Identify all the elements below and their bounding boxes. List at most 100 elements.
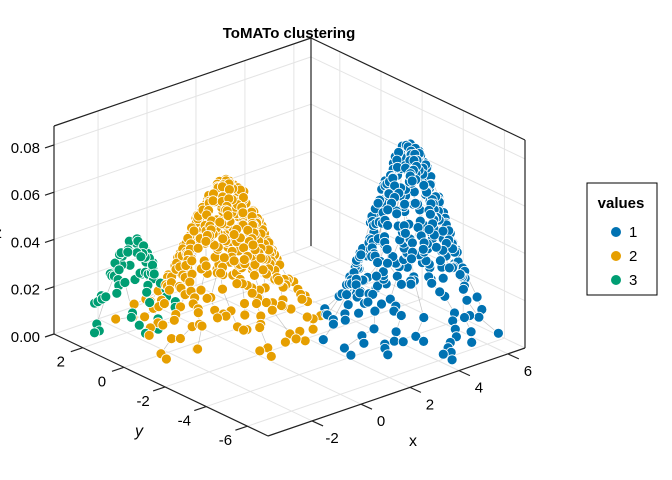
data-point-cluster-2 <box>255 252 267 264</box>
data-point-cluster-1 <box>399 198 411 210</box>
data-point-cluster-1 <box>339 314 351 326</box>
data-point-cluster-1 <box>454 269 466 280</box>
data-point-cluster-2 <box>299 335 311 347</box>
data-point-cluster-1 <box>397 336 409 348</box>
data-point-cluster-2 <box>160 353 172 365</box>
data-point-cluster-1 <box>461 294 473 306</box>
legend-title: values <box>598 195 645 212</box>
data-point-cluster-1 <box>418 335 430 347</box>
data-point-cluster-2 <box>207 195 219 207</box>
data-point-cluster-3 <box>119 277 131 288</box>
z-tick-label: 0.06 <box>11 187 40 204</box>
data-point-cluster-3 <box>144 297 156 308</box>
data-point-cluster-1 <box>395 310 407 321</box>
data-point-cluster-2 <box>201 292 213 304</box>
data-point-cluster-1 <box>446 354 458 366</box>
data-point-cluster-2 <box>279 336 291 348</box>
y-tick-label: 0 <box>98 373 106 390</box>
data-point-cluster-3 <box>141 286 153 298</box>
data-point-cluster-2 <box>143 329 155 341</box>
data-point-cluster-2 <box>254 345 266 357</box>
legend-box <box>586 182 658 296</box>
data-point-cluster-2 <box>215 267 227 279</box>
y-tick <box>235 425 248 431</box>
x-tick-label: 2 <box>426 396 434 413</box>
data-point-cluster-1 <box>368 323 380 335</box>
y-tick <box>70 347 83 353</box>
data-point-cluster-2 <box>231 278 243 290</box>
axis-edge <box>267 347 526 437</box>
data-point-cluster-1 <box>376 298 387 310</box>
data-point-cluster-1 <box>406 237 418 249</box>
data-point-cluster-1 <box>388 335 400 347</box>
data-point-cluster-1 <box>430 241 442 253</box>
grid-line-y-floor <box>82 259 340 349</box>
data-point-cluster-1 <box>353 307 365 319</box>
data-point-cluster-2 <box>192 343 204 355</box>
data-point-cluster-1 <box>382 349 394 361</box>
x-tick <box>507 353 520 360</box>
data-point-cluster-3 <box>111 287 123 299</box>
x-tick-label: 4 <box>475 380 483 397</box>
data-point-cluster-2 <box>212 312 223 324</box>
data-point-cluster-2 <box>247 239 259 251</box>
y-tick-label: -2 <box>136 393 149 410</box>
data-point-cluster-2 <box>290 333 302 345</box>
grid-line-z-right <box>310 56 526 160</box>
legend-entry-1: 1 <box>611 224 637 241</box>
data-point-cluster-1 <box>382 219 394 231</box>
data-point-cluster-2 <box>273 274 285 286</box>
legend-label-2: 2 <box>629 248 637 265</box>
data-point-cluster-1 <box>381 243 393 255</box>
data-point-cluster-1 <box>338 342 350 354</box>
data-point-cluster-2 <box>139 311 151 323</box>
data-point-cluster-1 <box>459 312 470 323</box>
axis-edge <box>53 37 312 127</box>
data-point-cluster-2 <box>254 322 266 333</box>
data-point-cluster-1 <box>362 296 374 308</box>
data-point-cluster-1 <box>406 253 417 265</box>
z-tick <box>44 144 55 149</box>
x-tick <box>311 420 324 427</box>
data-point-cluster-1 <box>465 326 477 338</box>
data-point-cluster-3 <box>147 259 158 271</box>
data-point-cluster-1 <box>457 283 469 295</box>
data-point-cluster-2 <box>195 284 207 296</box>
z-tick-label: 0.08 <box>11 140 40 157</box>
data-point-cluster-2 <box>246 287 258 299</box>
z-tick-label: 0.02 <box>11 282 40 299</box>
data-point-cluster-3 <box>148 268 160 280</box>
data-point-cluster-1 <box>355 249 367 261</box>
grid-line-x-floor <box>97 318 313 422</box>
data-point-cluster-1 <box>372 257 384 268</box>
data-point-cluster-2 <box>128 298 140 310</box>
x-tick <box>458 370 471 377</box>
data-point-cluster-2 <box>168 314 180 326</box>
data-point-cluster-1 <box>424 208 436 220</box>
legend-marker-1 <box>611 227 621 237</box>
grid-line-z-back <box>53 56 312 146</box>
data-point-cluster-1 <box>417 243 429 255</box>
data-point-cluster-2 <box>238 324 250 336</box>
data-point-cluster-2 <box>184 276 196 288</box>
chart-title: ToMATo clustering <box>223 25 356 42</box>
x-tick-label: 6 <box>524 363 532 380</box>
x-axis-label: x <box>409 433 417 450</box>
grid-line-y-floor <box>247 337 505 427</box>
legend: values 1 2 3 <box>586 182 658 296</box>
grid-line-x-floor <box>146 301 362 405</box>
data-point-cluster-2 <box>110 313 122 325</box>
y-tick-label: -6 <box>219 432 232 449</box>
data-point-cluster-2 <box>163 284 175 296</box>
data-point-cluster-1 <box>426 277 438 289</box>
y-tick-label: 2 <box>57 354 65 371</box>
data-point-cluster-1 <box>409 197 421 209</box>
data-point-cluster-2 <box>200 235 212 247</box>
data-point-cluster-1 <box>443 262 455 274</box>
data-point-cluster-1 <box>434 255 446 267</box>
z-tick-label: 0.00 <box>11 329 40 346</box>
data-point-cluster-2 <box>296 293 308 305</box>
data-point-cluster-2 <box>217 283 228 295</box>
data-point-cluster-1 <box>434 286 446 298</box>
